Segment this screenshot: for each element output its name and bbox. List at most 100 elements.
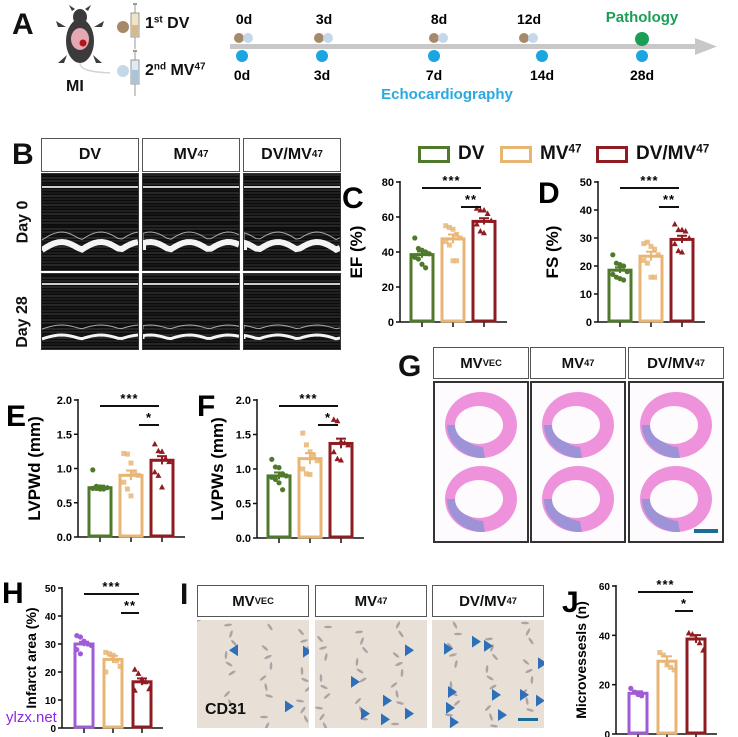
nucleus [525,669,533,673]
data-point [644,239,650,245]
y-tick-label: 60 [382,212,394,224]
nucleus [486,675,494,681]
significance-label: *** [102,579,120,594]
y-tick-label: 80 [382,177,394,189]
panel-letter-f: F [197,390,215,423]
echocardiography-label: Echocardiography [381,86,513,103]
echo-dot [236,50,248,62]
nucleus [395,662,403,666]
nucleus [390,682,398,688]
nucleus [356,668,364,674]
data-point [423,265,429,271]
histology-image [628,381,724,543]
nucleus [521,621,529,625]
mv-injection-dot [438,33,448,43]
timeline-top-label: 8d [431,11,447,27]
syringe-icon-2 [130,50,140,96]
arrowhead-icon [498,709,507,722]
data-point [77,634,83,640]
nucleus [301,677,309,683]
y-axis-label: Infarct area (%) [23,607,39,708]
bar-mvvec [73,642,95,729]
echo-dot [636,50,648,62]
y-tick-label: 40 [45,612,57,623]
bar-dv [87,486,113,538]
arrowhead-icon [229,644,238,657]
panel-letter-e: E [6,400,26,433]
echo-column-header-dv: DV [41,138,139,172]
y-tick-label: 0 [388,317,394,329]
echo-mmode-image [243,273,341,350]
dv-injection-dot [429,33,439,43]
panel-letter-d: D [538,177,560,210]
echo-column-header-mv47: MV 47 [142,138,240,172]
data-point [657,650,663,656]
ihc-image [432,620,544,728]
nucleus [392,652,400,658]
nucleus [489,684,497,690]
data-point [103,669,109,675]
nucleus [485,665,489,673]
nucleus [264,683,268,691]
data-point [155,447,162,454]
arrowhead-icon [381,713,390,726]
data-point [671,221,678,227]
mv-injection-dot [323,33,333,43]
timeline-arrow-icon [695,38,717,55]
data-point [132,469,138,475]
data-point [159,448,165,454]
arrowhead-icon [538,657,544,670]
scale-bar [694,529,718,533]
data-point [419,261,425,267]
panel-letter-i: I [180,578,189,611]
injection-1-label: 1st DV [145,14,190,32]
mv-injection-dot [528,33,538,43]
significance-label: ** [465,192,477,207]
panel-letter-g: G [398,350,422,383]
significance-label: *** [299,391,317,406]
nucleus [324,625,332,629]
significance-label: * [681,596,687,611]
dv-injection-dot [519,33,529,43]
legend-swatch [596,145,628,163]
nucleus [267,623,273,631]
data-point [124,451,130,457]
mv-injection-dot [243,33,253,43]
data-point [679,249,685,255]
y-tick-label: 50 [580,177,592,189]
nucleus [355,697,361,705]
data-point [443,239,449,244]
data-point [446,225,452,230]
echo-dot [536,50,548,62]
echo-mmode-image [142,173,240,271]
legend-label: MV47 [540,142,582,164]
nucleus [445,713,453,717]
data-point [415,256,421,262]
y-tick-label: 20 [382,282,394,294]
nucleus [525,628,531,636]
nucleus [454,660,458,668]
timeline-top-label: 3d [316,11,332,27]
model-label: MI [66,78,84,95]
histology-column-header-mvvec: MV VEC [433,347,529,379]
nucleus [360,637,364,645]
arrowhead-icon [405,644,414,657]
nucleus [490,724,498,728]
data-point [276,480,282,486]
significance-label: *** [120,391,138,406]
arrowhead-icon [351,675,360,688]
arrowhead-icon [405,707,414,720]
y-tick-label: 10 [580,289,592,301]
data-point [307,449,313,455]
data-point [77,651,83,657]
y-tick-label: 0 [604,730,610,737]
bar-dv-mv47 [685,637,707,735]
significance-label: ** [124,598,136,613]
ventricle-lumen [455,406,503,444]
nucleus [526,708,534,712]
nucleus [229,710,237,714]
data-point [679,226,685,233]
nucleus [260,715,268,719]
